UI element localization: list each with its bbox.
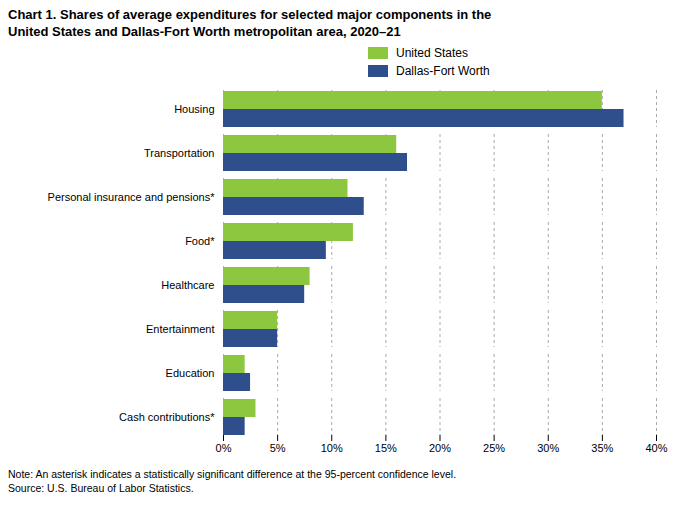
svg-text:Entertainment: Entertainment [146,323,214,335]
html-text:Dallas-Fort Worth: Dallas-Fort Worth [396,64,490,78]
svg-text:Healthcare: Healthcare [161,279,214,291]
svg-text:Housing: Housing [174,103,214,115]
svg-text:10%: 10% [321,442,343,454]
svg-text:25%: 25% [483,442,505,454]
svg-text:Personal insurance and pension: Personal insurance and pensions* [48,191,216,203]
svg-text:35%: 35% [591,442,613,454]
svg-text:5%: 5% [270,442,286,454]
svg-text:Transportation: Transportation [144,147,215,159]
svg-text:15%: 15% [375,442,397,454]
svg-text:Education: Education [166,367,215,379]
svg-text:30%: 30% [537,442,559,454]
svg-text:0%: 0% [216,442,232,454]
svg-text:Cash contributions*: Cash contributions* [119,411,215,423]
html-text:Note: An asterisk indicates a: Note: An asterisk indicates a statistica… [8,468,457,480]
svg-text:Food*: Food* [185,235,215,247]
html-text:Source: U.S. Bureau of Labor S: Source: U.S. Bureau of Labor Statistics. [8,482,194,494]
html-text:United States: United States [396,46,468,60]
html-text:Chart 1. Shares of average exp: Chart 1. Shares of average expenditures … [8,7,492,39]
svg-text:40%: 40% [645,442,667,454]
svg-text:20%: 20% [429,442,451,454]
